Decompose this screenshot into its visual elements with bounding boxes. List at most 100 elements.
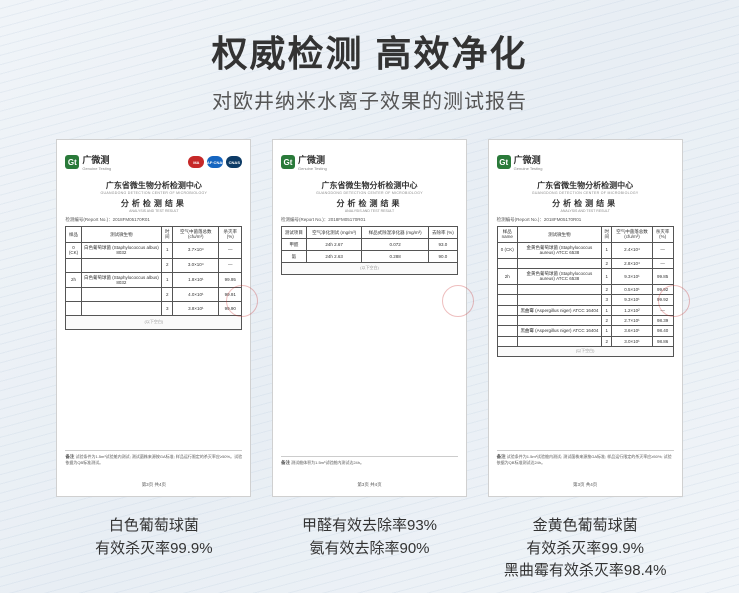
subtitle: 对欧井纳米水离子效果的测试报告 [55, 85, 684, 114]
table-cell: 2.7×10¹ [612, 315, 652, 325]
table-cell: 1.8×10¹ [173, 272, 219, 288]
page-number: 第3页 共4页 [57, 482, 250, 488]
table-cell: 2 [602, 315, 612, 325]
table-header-cell: 杀灭率 (%) [219, 227, 242, 243]
table-row: 2h金黄色葡萄球菌 (Staphylococcus aureus) ATCC 6… [497, 268, 673, 284]
result-title-en: ANALYSIS AND TEST RESULT [281, 209, 458, 213]
table-cell: 24h 2.63 [306, 251, 362, 263]
result-title-en: ANALYSIS AND TEST RESULT [65, 209, 242, 213]
table-cell: 1 [602, 242, 612, 258]
table-cell: 0 (CK) [497, 242, 517, 258]
table-cell: 4.0×10¹ [173, 288, 219, 302]
table-cell: 白色葡萄球菌 (Staphylococcus albus) 8032 [81, 272, 161, 288]
table-cell: 金黄色葡萄球菌 (Staphylococcus aureus) ATCC 653… [517, 242, 601, 258]
table-cell [497, 326, 517, 336]
main-title: 权威检测 高效净化 [55, 25, 684, 77]
cert-iaf-icon: IAF·CNAS [207, 156, 223, 168]
table-cell: 氨 [282, 251, 307, 263]
table-cell: 3.8×10¹ [173, 302, 219, 316]
table-cell [81, 258, 161, 272]
table-cell: 9.3×10¹ [612, 268, 652, 284]
table-header-cell: 时间 [162, 227, 173, 243]
logo-text-wrap: 广微测 Genuine Testing [298, 153, 327, 171]
table-cell: 2.8×10⁴ [612, 258, 652, 268]
logo-brand: 广微测 [514, 153, 543, 166]
table-header-cell: 去除率 (%) [428, 227, 457, 239]
table-cell: 2 [602, 258, 612, 268]
caption-line: 氨有效去除率90% [302, 538, 437, 561]
table-cell: 2h [497, 268, 517, 284]
table-cell [517, 295, 601, 305]
report-column-1: Gt 广微测 Genuine Testing 广东省微生物分析检测中心 GUAN… [271, 139, 469, 583]
report-no: 检测编号(Report No.)：2018FM05170R01 [65, 217, 242, 223]
card-header: Gt 广微测 Genuine Testing [497, 150, 674, 174]
page-number: 第3页 共4页 [273, 482, 466, 488]
red-stamp-icon [442, 285, 474, 317]
table-header-cell: 空气净化测试 (mg/m³) [306, 227, 362, 239]
table-cell: 98.86 [652, 336, 673, 346]
logo-group: Gt 广微测 Genuine Testing [281, 153, 327, 171]
report-card: Gt 广微测 Genuine Testing 广东省微生物分析检测中心 GUAN… [272, 139, 467, 497]
center-name: 广东省微生物分析检测中心 [281, 180, 458, 191]
logo-brand-en: Genuine Testing [298, 166, 327, 171]
table-cell: 3.7×10⁴ [173, 242, 219, 258]
table-cell [497, 305, 517, 315]
table-cell: 2 [162, 258, 173, 272]
table-row: 甲醛24h 2.670.07293.0 [282, 239, 458, 251]
remarks-label: 备注 [65, 454, 74, 459]
table-cell: 3.6×10¹ [612, 326, 652, 336]
result-table: 样品测试微生物时间空气中菌落总数 (cfu/m³)杀灭率 (%)0 (CK)白色… [65, 226, 242, 330]
table-cell: 0.5×10¹ [612, 284, 652, 294]
caption-line: 白色葡萄球菌 [95, 515, 213, 538]
report-card: Gt 广微测 Genuine Testing MA IAF·CNAS CNAS … [56, 139, 251, 497]
table-cell [66, 302, 81, 316]
table-row: 2h白色葡萄球菌 (Staphylococcus albus) 803211.8… [66, 272, 242, 288]
card-header: Gt 广微测 Genuine Testing MA IAF·CNAS CNAS [65, 150, 242, 174]
reports-row: Gt 广微测 Genuine Testing MA IAF·CNAS CNAS … [55, 139, 684, 583]
table-cell: 1 [162, 272, 173, 288]
table-cell [497, 295, 517, 305]
report-column-0: Gt 广微测 Genuine Testing MA IAF·CNAS CNAS … [55, 139, 253, 583]
result-table: 测试项目空气净化测试 (mg/m³)样品式除湿净化器 (mg/m³)去除率 (%… [281, 226, 458, 275]
table-cell [66, 288, 81, 302]
logo-group: Gt 广微测 Genuine Testing [65, 153, 111, 171]
center-name-en: GUANGDONG DETECTION CENTER OF MICROBIOLO… [65, 191, 242, 195]
table-cell: 93.0 [428, 239, 457, 251]
logo-badge-icon: Gt [497, 155, 511, 169]
table-row: 24.0×10¹99.91 [66, 288, 242, 302]
caption-line: 黑曲霉有效杀灭率98.4% [504, 560, 667, 583]
table-cell: 90.0 [428, 251, 457, 263]
table-row: 39.3×10¹99.92 [497, 295, 673, 305]
table-row: 23.0×10¹98.86 [497, 336, 673, 346]
cert-cnas-icon: CNAS [226, 156, 242, 168]
blank-cell: (以下空白) [282, 263, 458, 275]
table-cell [497, 284, 517, 294]
caption-line: 有效杀灭率99.9% [95, 538, 213, 561]
remarks-label: 备注 [497, 454, 506, 459]
table-row: 22.8×10⁴— [497, 258, 673, 268]
table-cell [81, 302, 161, 316]
table-cell: 1 [602, 305, 612, 315]
report-card: Gt 广微测 Genuine Testing 广东省微生物分析检测中心 GUAN… [488, 139, 683, 497]
table-cell [497, 315, 517, 325]
center-name: 广东省微生物分析检测中心 [65, 180, 242, 191]
center-name-en: GUANGDONG DETECTION CENTER OF MICROBIOLO… [281, 191, 458, 195]
report-no: 检测编号(Report No.)：2018FM05170R01 [281, 217, 458, 223]
table-cell: 甲醛 [282, 239, 307, 251]
logo-brand-en: Genuine Testing [82, 166, 111, 171]
card-header: Gt 广微测 Genuine Testing [281, 150, 458, 174]
table-row: 0 (CK)白色葡萄球菌 (Staphylococcus albus) 8032… [66, 242, 242, 258]
table-cell: 0.288 [362, 251, 428, 263]
table-cell: — [219, 242, 242, 258]
table-cell [517, 258, 601, 268]
logo-text-wrap: 广微测 Genuine Testing [514, 153, 543, 171]
table-cell [517, 336, 601, 346]
table-cell: 2 [602, 284, 612, 294]
table-cell: — [219, 258, 242, 272]
result-title: 分析检测结果 [65, 198, 242, 209]
center-name-en: GUANGDONG DETECTION CENTER OF MICROBIOLO… [497, 191, 674, 195]
result-title: 分析检测结果 [281, 198, 458, 209]
remarks-label: 备注 [281, 460, 290, 465]
table-cell [81, 288, 161, 302]
table-header-cell: 样品式除湿净化器 (mg/m³) [362, 227, 428, 239]
